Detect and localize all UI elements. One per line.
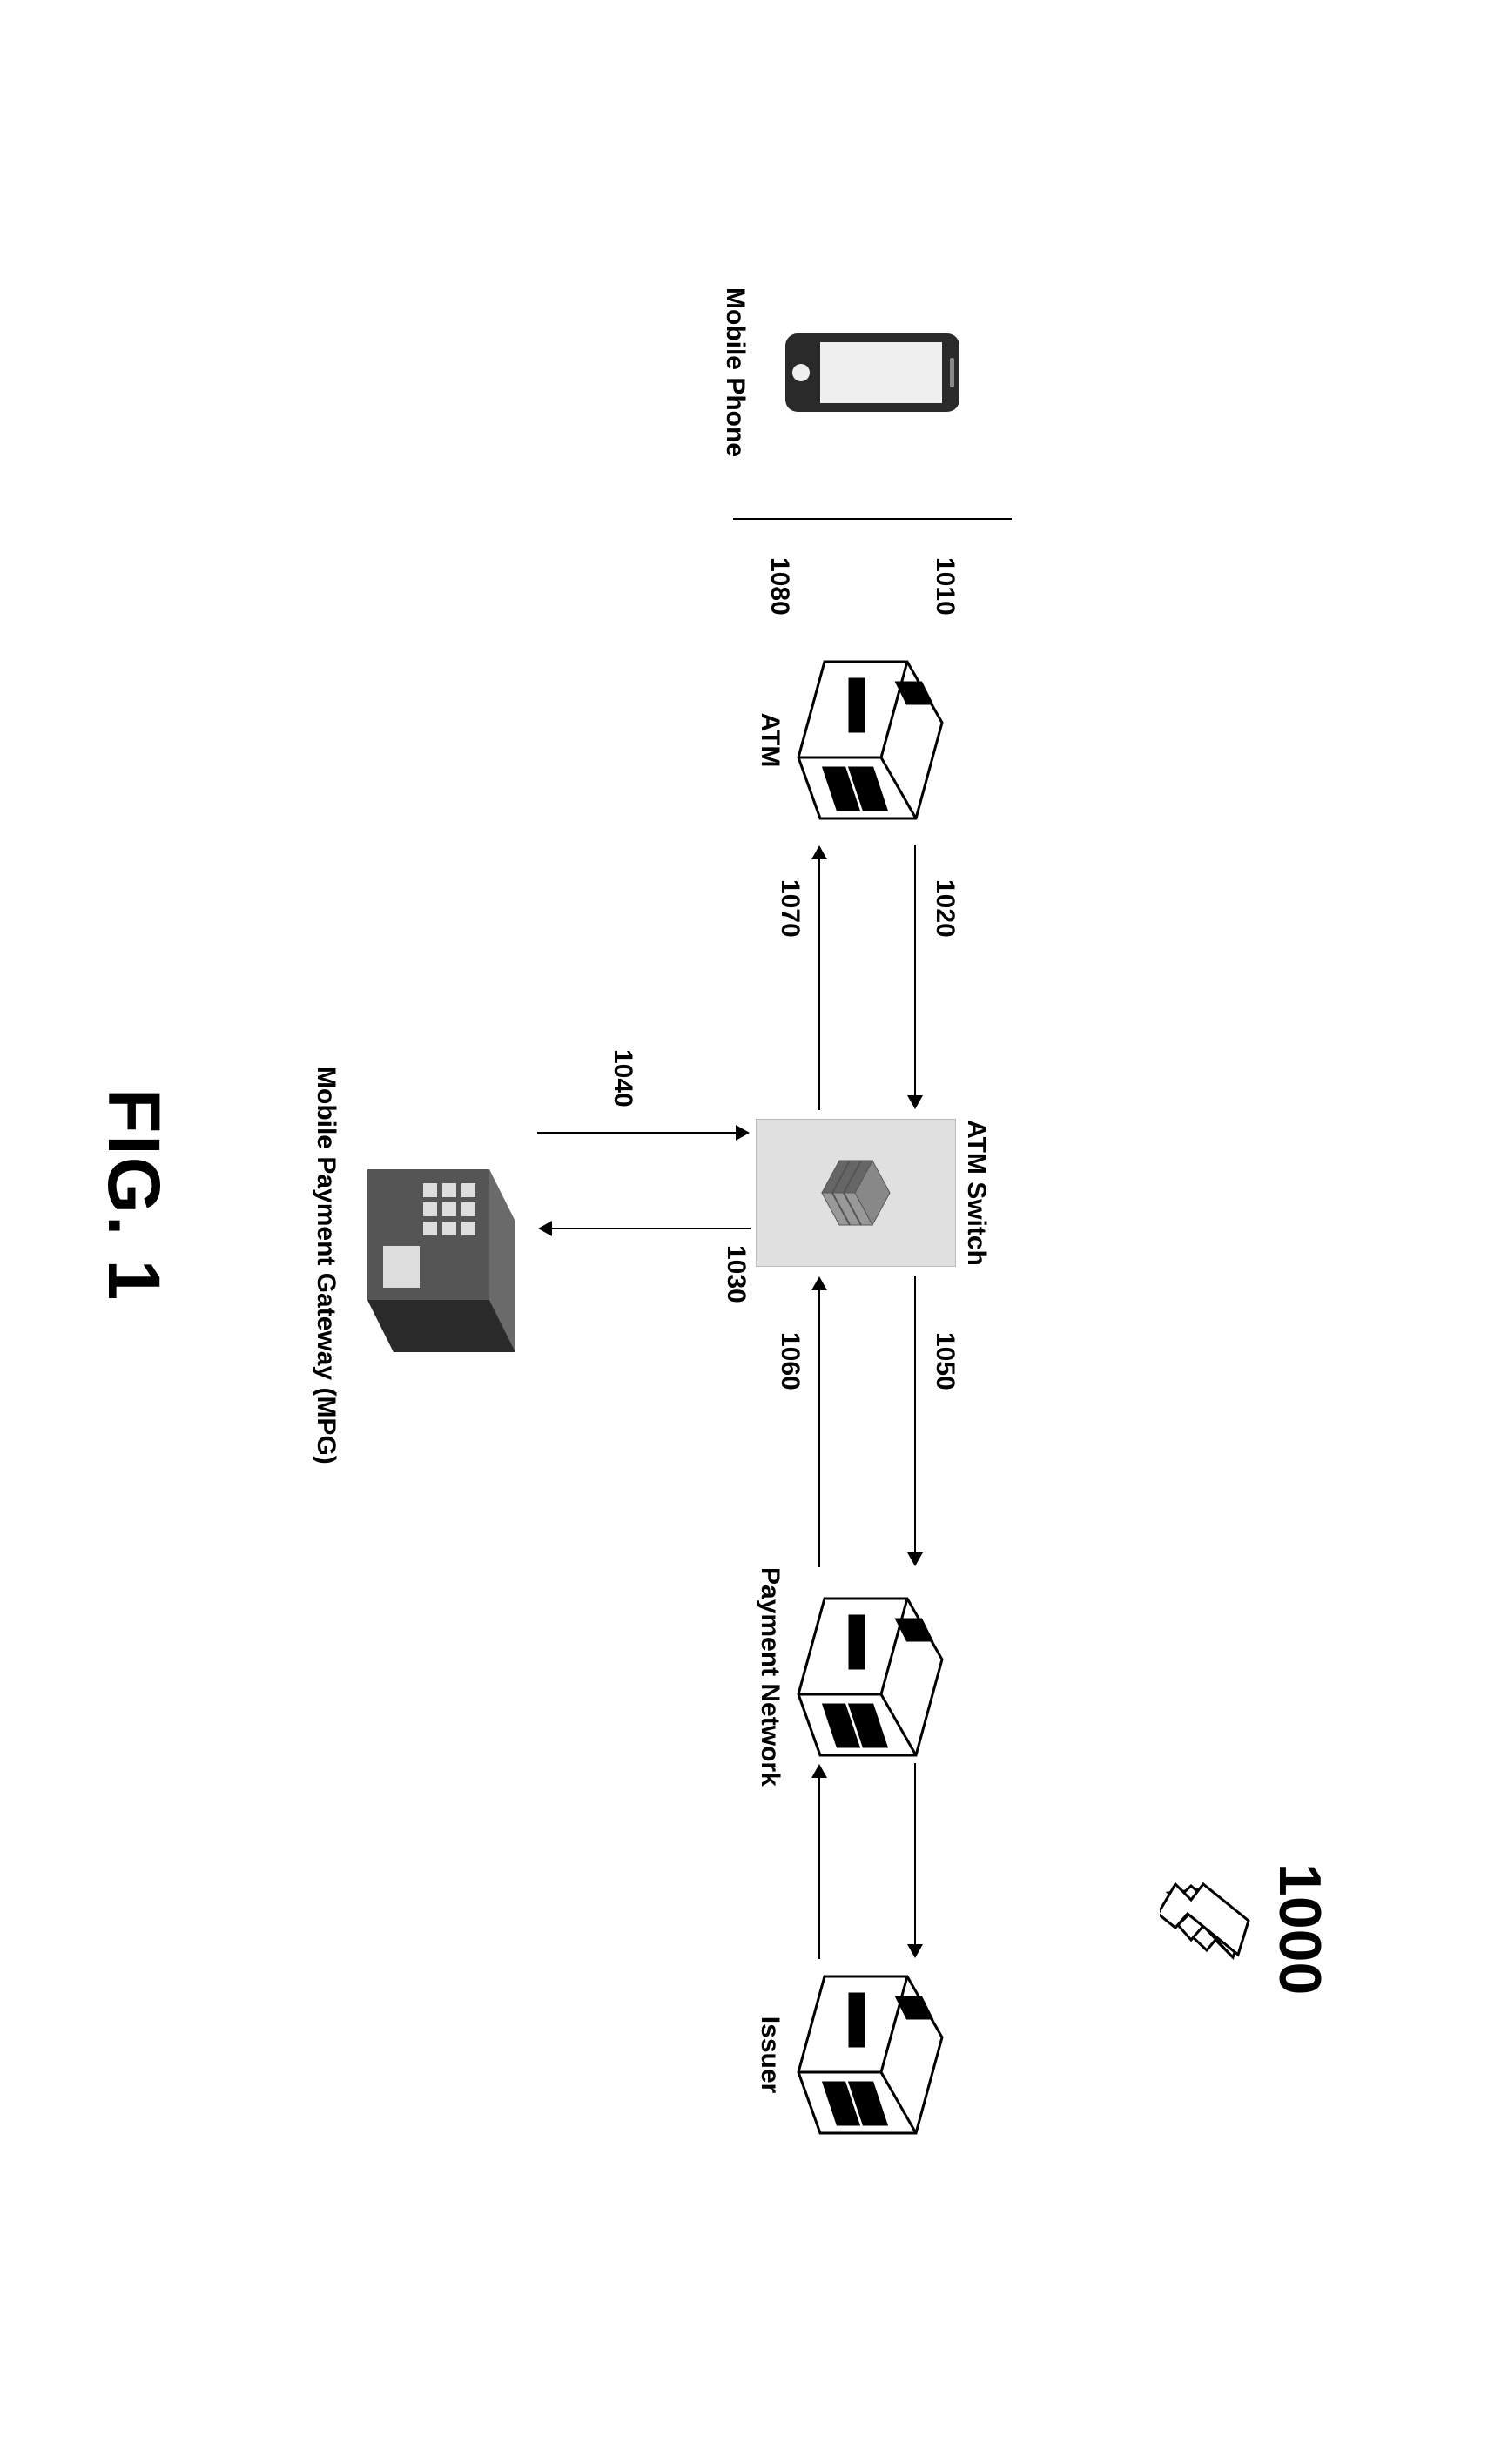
system-diagram: 1000 Mobile Phone bbox=[0, 0, 1508, 2464]
edge-pn-to-switch bbox=[818, 1289, 820, 1567]
switch-box bbox=[756, 1119, 956, 1267]
ref-1010: 1010 bbox=[930, 557, 959, 616]
node-payment-network: Payment Network bbox=[755, 1567, 968, 1787]
mobile-phone-icon bbox=[759, 307, 968, 438]
node-atm-switch: ATM Switch bbox=[756, 1119, 996, 1267]
node-issuer: Issuer bbox=[755, 1959, 968, 2151]
node-mpg: Mobile Payment Gateway (MPG) bbox=[311, 1067, 533, 1464]
node-atm: ATM bbox=[755, 644, 968, 836]
ref-1040: 1040 bbox=[608, 1049, 637, 1107]
ref-1020: 1020 bbox=[930, 879, 959, 938]
edge-atm-to-switch bbox=[914, 845, 916, 1097]
mpg-label: Mobile Payment Gateway (MPG) bbox=[311, 1067, 340, 1464]
switch-cube-icon bbox=[817, 1154, 895, 1232]
ref-1050: 1050 bbox=[930, 1332, 959, 1390]
edge-mpg-to-switch bbox=[537, 1132, 737, 1134]
ref-1070: 1070 bbox=[775, 879, 804, 938]
edge-switch-to-pn bbox=[914, 1276, 916, 1554]
nfc-divider bbox=[733, 518, 1012, 520]
server-icon bbox=[794, 1581, 968, 1773]
ref-1030: 1030 bbox=[721, 1245, 751, 1303]
edge-switch-to-mpg bbox=[550, 1228, 751, 1229]
figure-caption: FIG. 1 bbox=[91, 1088, 176, 1302]
node-mobile-phone: Mobile Phone bbox=[720, 287, 968, 457]
atm-switch-label: ATM Switch bbox=[961, 1119, 991, 1267]
edge-pn-to-issuer bbox=[914, 1763, 916, 1946]
issuer-label: Issuer bbox=[755, 1959, 784, 2151]
ref-1060: 1060 bbox=[775, 1332, 804, 1390]
edge-switch-to-atm bbox=[818, 858, 820, 1110]
ref-1080: 1080 bbox=[764, 557, 794, 616]
figure-ref-number: 1000 bbox=[1266, 1863, 1334, 1995]
edge-issuer-to-pn bbox=[818, 1776, 820, 1959]
mpg-server-icon bbox=[350, 1152, 533, 1378]
mobile-phone-label: Mobile Phone bbox=[720, 287, 750, 457]
server-icon bbox=[794, 644, 968, 836]
payment-network-label: Payment Network bbox=[755, 1567, 784, 1787]
ref-chevron-icon bbox=[1160, 1872, 1256, 1968]
server-icon bbox=[794, 1959, 968, 2151]
atm-label: ATM bbox=[755, 644, 784, 836]
